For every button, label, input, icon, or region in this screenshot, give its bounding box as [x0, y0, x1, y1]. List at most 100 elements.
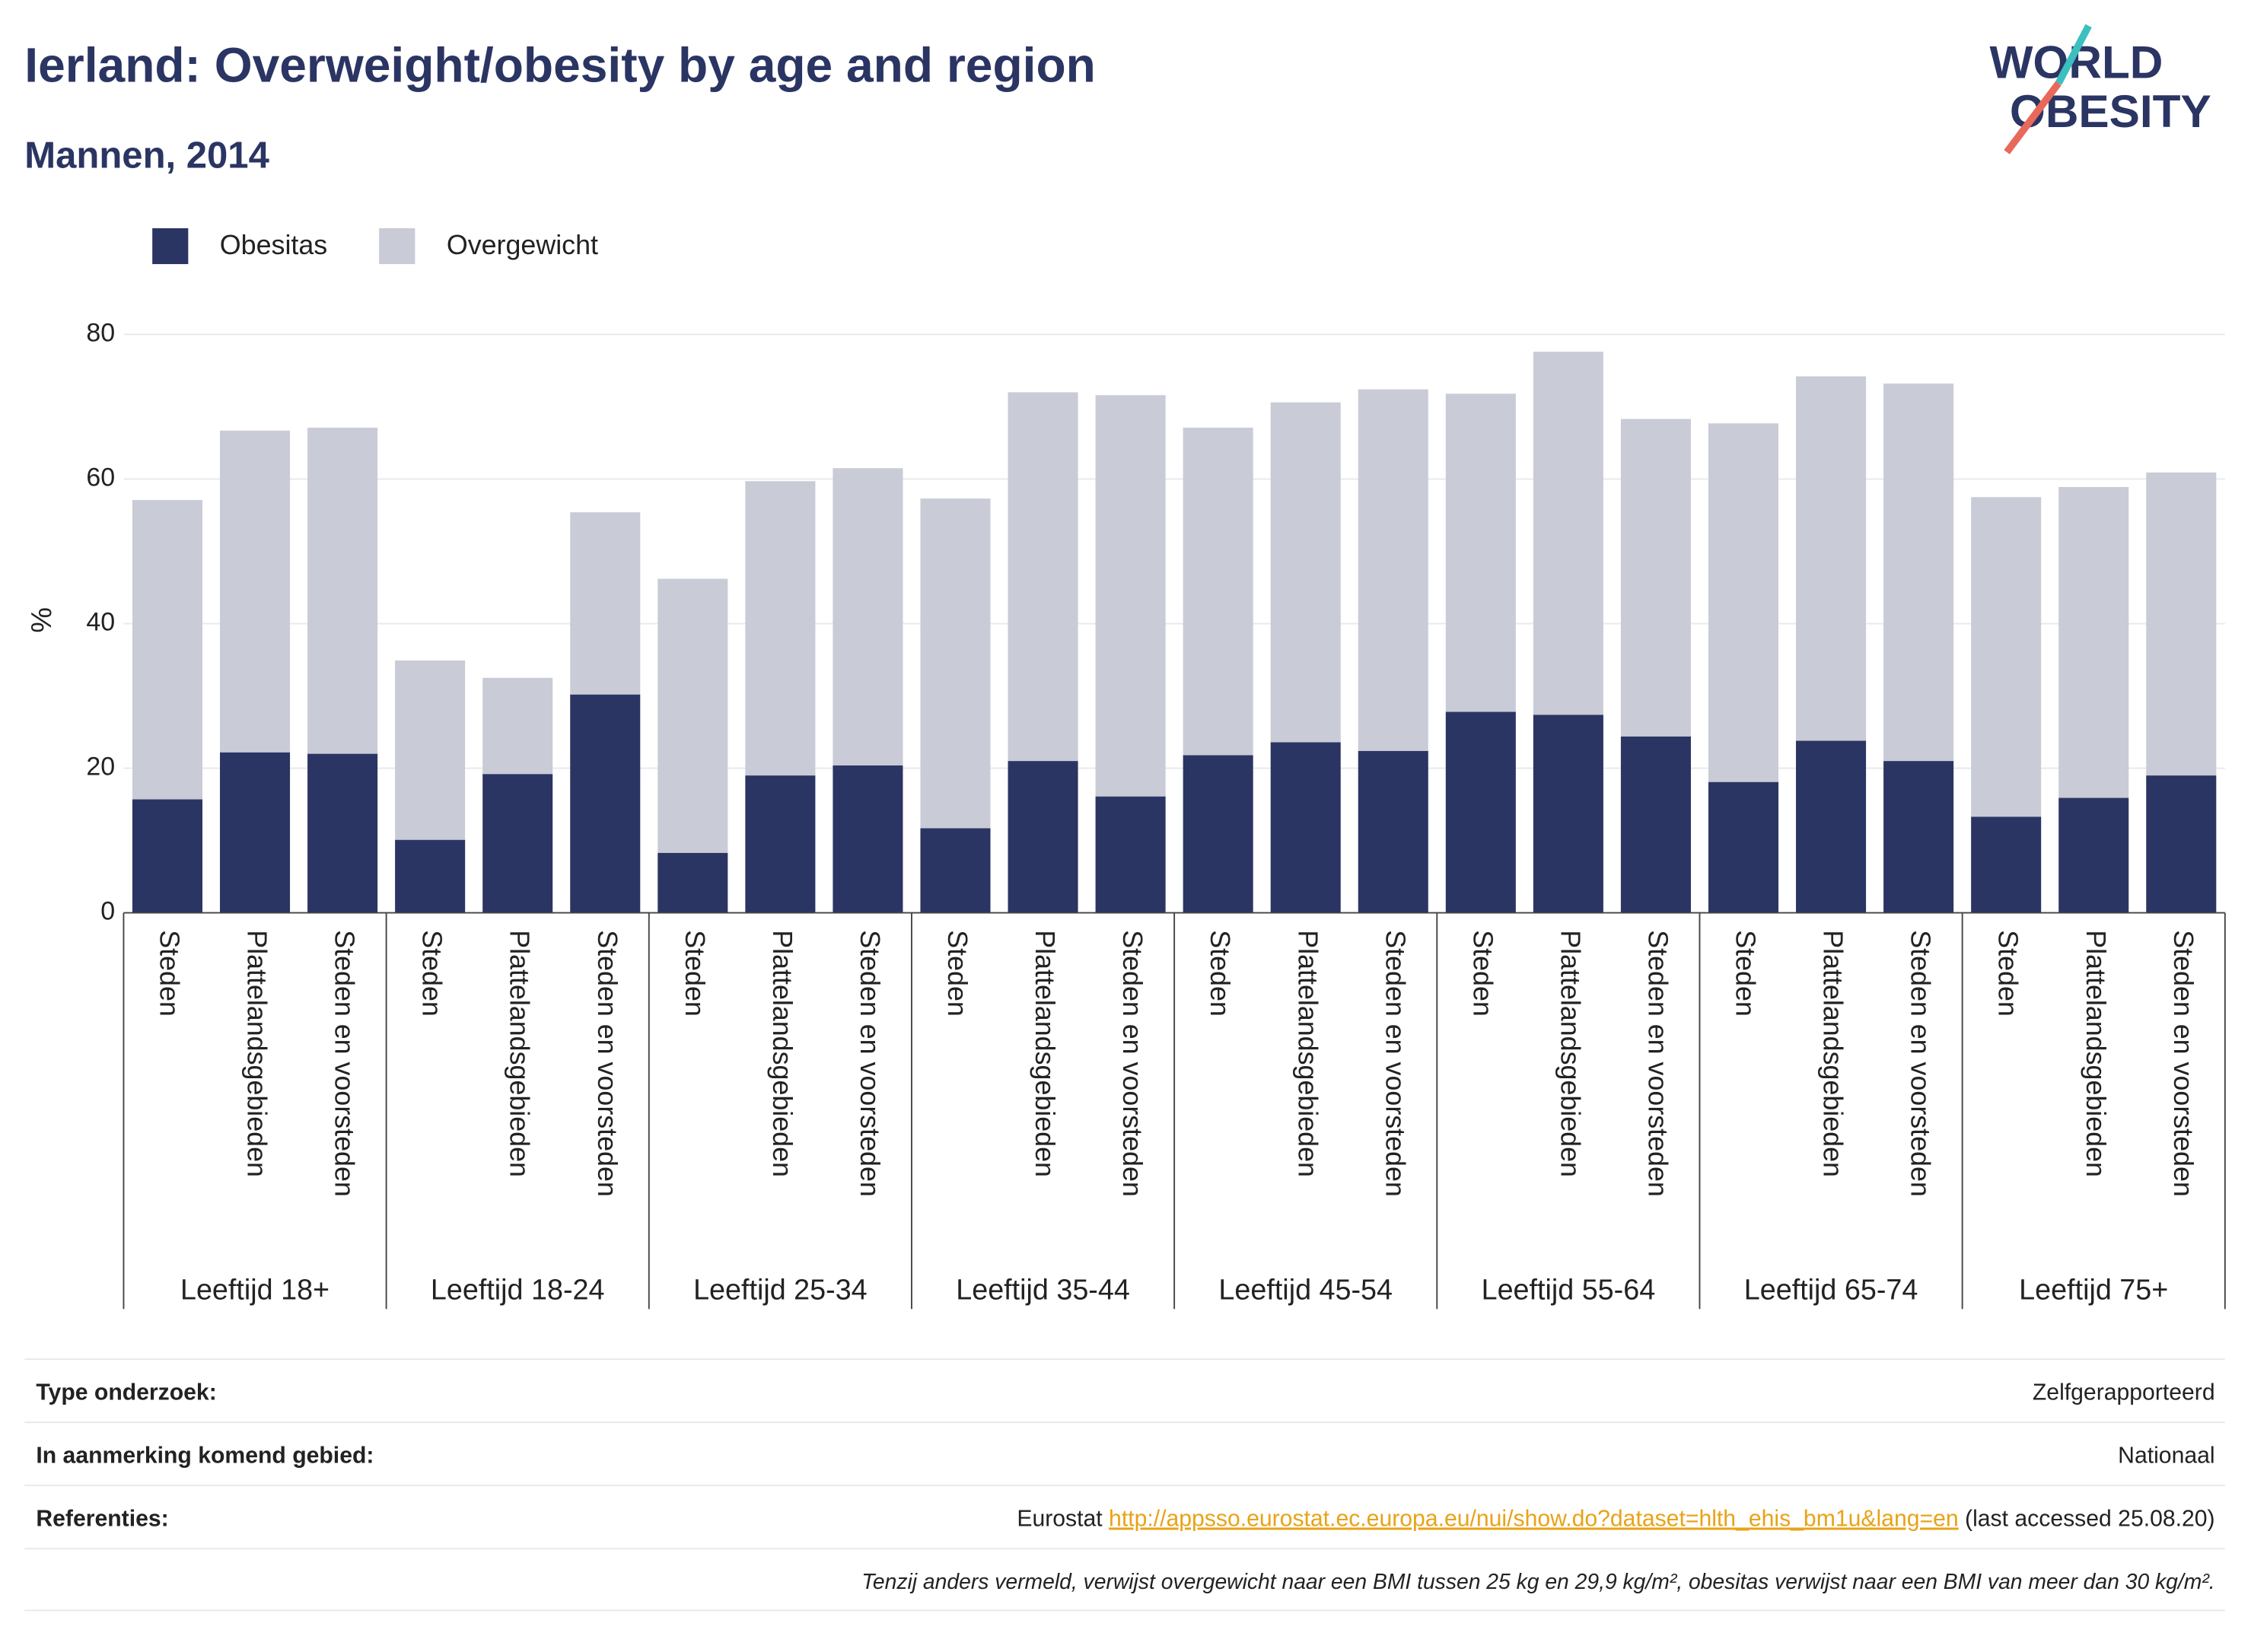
x-tick-label: Plattelandsgebieden	[1818, 930, 1848, 1177]
bar-segment	[1533, 352, 1603, 715]
bar-segment	[2146, 472, 2217, 776]
x-tick-label: Plattelandsgebieden	[242, 930, 272, 1177]
bar-segment	[920, 498, 991, 829]
x-tick-label: Steden en voorsteden	[330, 930, 360, 1197]
x-tick-label: Plattelandsgebieden	[505, 930, 535, 1177]
footer-reference: Eurostat http://appsso.eurostat.ec.europ…	[1017, 1506, 2214, 1531]
bar-segment	[482, 677, 553, 775]
bar-segment	[395, 660, 466, 840]
bar-segment	[1445, 711, 1516, 913]
bar-segment	[2146, 775, 2217, 913]
bar-segment	[1183, 428, 1253, 756]
x-tick-label: Steden en voorsteden	[592, 930, 622, 1197]
bar-segment	[1008, 761, 1078, 913]
legend-label: Overgewicht	[447, 230, 598, 260]
footer: Type onderzoek: Zelfgerapporteerd In aan…	[24, 1358, 2225, 1612]
bar-segment	[2058, 797, 2129, 913]
bar-segment	[1796, 740, 1867, 913]
bar-segment	[307, 753, 378, 913]
reference-source: Eurostat	[1017, 1506, 1103, 1531]
x-tick-label: Steden	[1993, 930, 2023, 1017]
bar-segment	[1095, 395, 1166, 797]
x-tick-label: Steden en voorsteden	[1380, 930, 1410, 1197]
bar-segment	[1796, 376, 1867, 741]
bar-segment	[1708, 781, 1779, 913]
bar-segment	[745, 481, 816, 776]
group-label: Leeftijd 55-64	[1482, 1274, 1656, 1306]
bar-segment	[833, 765, 903, 913]
logo-slash	[2004, 81, 2062, 154]
bar-segment	[570, 694, 641, 913]
x-tick-label: Steden en voorsteden	[2168, 930, 2198, 1197]
bar-segment	[2058, 486, 2129, 798]
x-tick-label: Steden	[942, 930, 973, 1017]
bar-segment	[833, 468, 903, 766]
x-tick-label: Steden en voorsteden	[1117, 930, 1148, 1197]
bar-segment	[1883, 384, 1954, 762]
y-tick-label: 60	[86, 463, 115, 492]
bar-segment	[1445, 393, 1516, 712]
y-tick-label: 40	[86, 608, 115, 637]
footer-value: Zelfgerapporteerd	[2033, 1380, 2215, 1405]
x-tick-label: Plattelandsgebieden	[1030, 930, 1060, 1177]
bar-segment	[1270, 742, 1341, 913]
bar-segment	[132, 799, 202, 913]
x-tick-label: Steden en voorsteden	[855, 930, 885, 1197]
footer-label: Referenties:	[36, 1506, 168, 1531]
x-tick-label: Steden	[680, 930, 710, 1017]
bar-segment	[1358, 750, 1428, 913]
bar-segment	[395, 839, 466, 913]
bar-segment	[920, 828, 991, 913]
bar-segment	[1533, 715, 1603, 913]
bar-segment	[1708, 423, 1779, 782]
bar-segment	[1095, 796, 1166, 913]
chart-title: Ierland: Overweight/obesity by age and r…	[24, 37, 1096, 92]
footer-label: Type onderzoek:	[36, 1380, 216, 1405]
x-tick-label: Steden	[417, 930, 447, 1017]
bar-segment	[745, 775, 816, 913]
x-tick-label: Steden	[1730, 930, 1761, 1017]
bar-segment	[1183, 755, 1253, 913]
group-label: Leeftijd 75+	[2019, 1274, 2168, 1306]
bar-segment	[1620, 736, 1691, 913]
x-tick-label: Plattelandsgebieden	[1555, 930, 1585, 1177]
bar-segment	[1883, 761, 1954, 913]
logo-text: OBESITY	[2010, 85, 2211, 137]
y-tick-label: 20	[86, 753, 115, 781]
bar-segment	[1620, 419, 1691, 737]
x-tick-label: Plattelandsgebieden	[2081, 930, 2111, 1177]
legend-label: Obesitas	[220, 230, 327, 260]
x-tick-label: Plattelandsgebieden	[767, 930, 798, 1177]
y-tick-label: 0	[100, 897, 115, 926]
legend-swatch	[379, 228, 415, 265]
group-label: Leeftijd 25-34	[693, 1274, 868, 1306]
reference-accessed: (last accessed 25.08.20)	[1965, 1506, 2215, 1531]
legend-swatch	[152, 228, 189, 265]
bar-segment	[1971, 816, 2042, 913]
bar-segment	[132, 500, 202, 800]
bar-segment	[220, 430, 291, 753]
x-tick-label: Steden	[1205, 930, 1235, 1017]
group-label: Leeftijd 45-54	[1218, 1274, 1393, 1306]
bar-segment	[657, 578, 728, 853]
bar-segment	[482, 774, 553, 913]
bar-segment	[1270, 402, 1341, 743]
bar-segment	[220, 752, 291, 913]
y-axis-label: %	[25, 607, 57, 633]
x-tick-label: Steden	[1467, 930, 1498, 1017]
bar-segment	[1008, 392, 1078, 762]
logo-slash	[2055, 24, 2092, 85]
reference-link[interactable]: http://appsso.eurostat.ec.europa.eu/nui/…	[1109, 1506, 1959, 1531]
footer-value: Nationaal	[2118, 1443, 2214, 1468]
x-tick-label: Steden en voorsteden	[1906, 930, 1936, 1197]
bar-segment	[307, 428, 378, 754]
bar-segment	[657, 852, 728, 913]
x-tick-label: Plattelandsgebieden	[1292, 930, 1323, 1177]
x-tick-label: Steden en voorsteden	[1642, 930, 1673, 1197]
bar-segment	[1358, 389, 1428, 751]
footer-label: In aanmerking komend gebied:	[36, 1443, 374, 1468]
x-tick-label: Steden	[154, 930, 185, 1017]
footer-note: Tenzij anders vermeld, verwijst overgewi…	[861, 1569, 2214, 1593]
